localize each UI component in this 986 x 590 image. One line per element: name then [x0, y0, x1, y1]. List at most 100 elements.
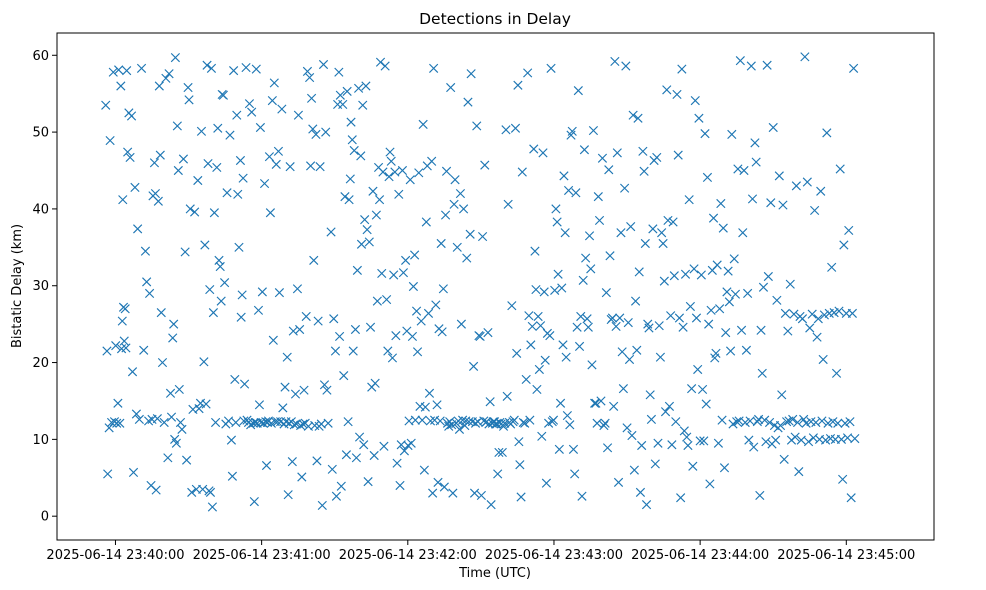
data-point	[418, 119, 428, 130]
data-point	[755, 490, 765, 501]
data-point	[635, 487, 646, 497]
data-point	[331, 491, 342, 501]
data-point	[421, 217, 431, 227]
data-point	[844, 225, 854, 236]
data-point	[835, 164, 845, 174]
data-point	[305, 161, 316, 171]
data-point	[356, 239, 367, 249]
data-point	[235, 155, 246, 166]
data-point	[494, 447, 504, 458]
data-point	[679, 426, 689, 436]
data-point	[408, 281, 419, 292]
data-point	[538, 148, 548, 158]
data-point	[117, 316, 127, 326]
data-point	[455, 188, 466, 199]
data-point	[738, 228, 748, 238]
data-point	[493, 469, 503, 479]
data-point	[287, 457, 297, 467]
data-point	[833, 418, 843, 428]
data-point	[693, 364, 703, 375]
data-point	[827, 262, 837, 272]
data-point	[791, 181, 801, 191]
data-point	[351, 453, 362, 463]
data-point	[682, 432, 692, 442]
data-point	[515, 460, 525, 470]
data-point	[834, 306, 844, 316]
data-point	[696, 270, 706, 280]
data-point	[285, 162, 295, 172]
data-point	[667, 440, 677, 450]
data-point	[523, 68, 533, 78]
data-point	[347, 135, 357, 145]
data-point	[552, 217, 562, 227]
data-point	[356, 151, 366, 161]
data-point	[711, 348, 721, 358]
data-point	[411, 306, 422, 316]
data-point	[239, 379, 250, 389]
data-point	[678, 322, 688, 332]
data-point	[689, 264, 699, 274]
data-point	[641, 500, 652, 510]
data-point	[590, 398, 600, 408]
data-point	[323, 418, 333, 428]
data-point	[407, 331, 418, 342]
data-point	[558, 340, 568, 350]
data-point	[339, 371, 349, 381]
data-point	[205, 284, 215, 295]
data-point	[605, 251, 615, 261]
data-point	[668, 217, 678, 227]
data-point	[306, 93, 317, 103]
data-point	[259, 178, 270, 189]
data-point	[253, 305, 264, 315]
data-point	[305, 72, 315, 83]
data-point	[354, 432, 365, 442]
data-point	[774, 171, 784, 181]
data-point	[529, 144, 539, 154]
data-point	[312, 456, 322, 466]
data-point	[105, 135, 115, 146]
data-point	[612, 148, 622, 158]
data-point	[630, 296, 641, 306]
x-tick-label: 2025-06-14 23:43:00	[485, 548, 623, 563]
data-point	[128, 467, 139, 478]
data-point	[530, 246, 540, 256]
data-point	[695, 436, 705, 446]
data-point	[267, 95, 277, 106]
data-point	[271, 159, 281, 169]
data-point	[389, 270, 399, 280]
data-point	[583, 322, 593, 332]
data-point	[340, 192, 350, 202]
data-point	[831, 368, 842, 378]
data-point	[433, 477, 443, 487]
data-point	[385, 147, 395, 157]
data-point	[600, 418, 610, 428]
data-point	[254, 400, 265, 410]
data-point	[727, 129, 737, 140]
data-point	[397, 165, 408, 176]
data-point	[384, 172, 394, 182]
data-point	[660, 407, 671, 417]
data-point	[591, 398, 601, 408]
data-point	[789, 309, 799, 319]
data-point	[264, 152, 275, 162]
data-point	[302, 66, 313, 77]
data-point	[534, 364, 544, 375]
data-point	[383, 346, 393, 356]
x-tick-label: 2025-06-14 23:45:00	[777, 548, 915, 563]
data-point	[223, 416, 234, 426]
data-point	[716, 198, 726, 209]
data-point	[295, 324, 305, 335]
data-point	[521, 374, 531, 385]
data-point	[131, 409, 142, 419]
data-point	[718, 223, 728, 233]
data-point	[501, 125, 511, 135]
data-point	[702, 172, 713, 183]
data-point	[586, 264, 596, 274]
data-point	[371, 210, 381, 220]
data-point	[593, 192, 603, 202]
data-point	[551, 204, 561, 214]
data-point	[406, 438, 416, 448]
data-point	[540, 355, 550, 365]
data-point	[118, 195, 128, 205]
